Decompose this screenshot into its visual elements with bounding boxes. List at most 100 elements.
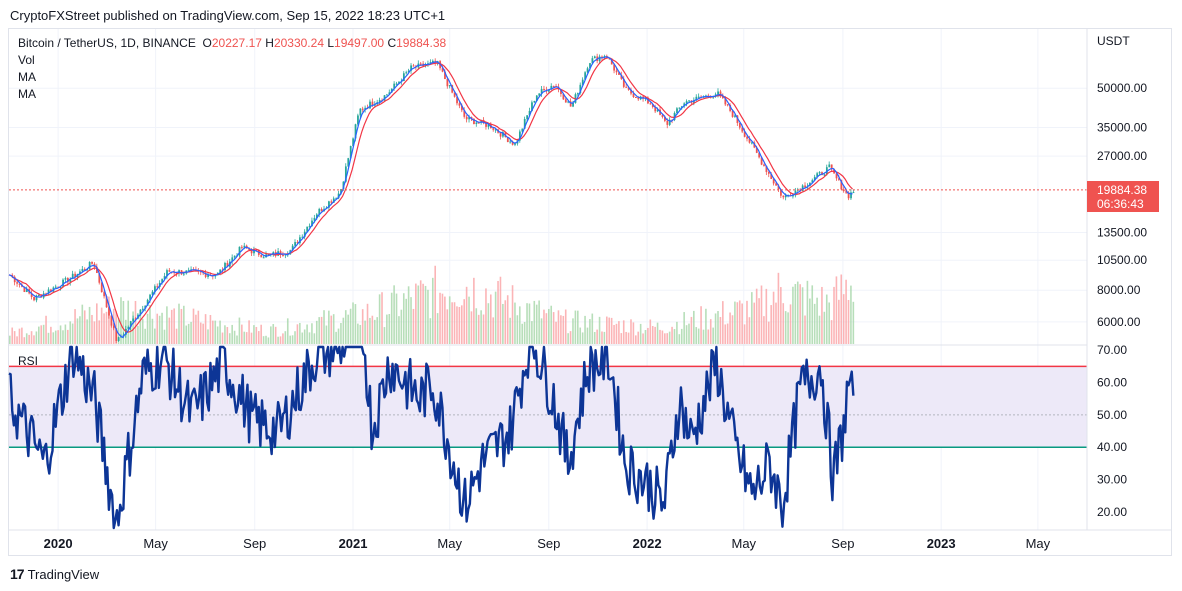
volume-bar — [456, 306, 458, 344]
candle-body — [584, 72, 587, 80]
volume-bar — [596, 329, 598, 344]
volume-bar — [492, 317, 495, 344]
volume-bar — [444, 296, 446, 344]
candle-body — [451, 85, 454, 93]
volume-bar — [337, 328, 340, 344]
candle-body — [407, 70, 410, 73]
volume-bar — [632, 322, 635, 344]
brand-name[interactable]: TradingView — [27, 566, 100, 582]
volume-bar — [376, 317, 378, 344]
volume-bar — [707, 329, 710, 344]
volume-bar — [625, 331, 627, 344]
volume-bar — [400, 309, 403, 344]
candle-body — [412, 65, 415, 67]
volume-bar — [627, 332, 630, 344]
candle-body — [518, 131, 521, 141]
candle-body — [395, 83, 398, 85]
chart-frame[interactable] — [8, 28, 1172, 556]
volume-bar — [598, 316, 601, 344]
candle-body — [760, 157, 763, 165]
candle-body — [219, 269, 222, 273]
candle-body — [538, 93, 541, 96]
volume-bar — [589, 319, 591, 344]
candle-body — [146, 299, 149, 306]
candle-body — [383, 95, 386, 101]
candle-body — [127, 326, 130, 329]
volume-bar — [789, 304, 792, 344]
candle-body — [540, 89, 543, 94]
candle-body — [772, 178, 775, 184]
volume-bar — [402, 293, 405, 344]
volume-bar — [763, 316, 765, 344]
volume-bar — [731, 315, 734, 344]
volume-bar — [226, 327, 229, 344]
volume-bar — [746, 300, 748, 344]
volume-bar — [569, 331, 572, 344]
candle-body — [610, 58, 613, 65]
volume-bar — [21, 327, 23, 344]
candle-body — [792, 195, 794, 197]
candle-body — [444, 71, 446, 80]
volume-bar — [313, 333, 316, 344]
indicator-ma-2[interactable]: MA — [18, 87, 36, 101]
candle-body — [388, 92, 391, 95]
volume-bar — [828, 302, 830, 344]
volume-bar — [809, 298, 811, 344]
candle-body — [697, 96, 700, 98]
candle-body — [666, 120, 669, 125]
volume-bar — [523, 321, 526, 344]
candle-body — [780, 189, 782, 196]
volume-bar — [62, 330, 64, 344]
candle-body — [569, 101, 572, 107]
volume-bar — [615, 323, 618, 344]
candle-body — [25, 289, 28, 293]
candle-body — [357, 115, 359, 125]
price-tick-label: 8000.00 — [1097, 283, 1141, 297]
candle-body — [386, 94, 388, 96]
candle-body — [847, 192, 850, 199]
volume-bar — [233, 330, 236, 344]
candle-body — [141, 308, 144, 310]
volume-bar — [291, 335, 294, 344]
volume-bar — [647, 327, 649, 344]
candle-body — [103, 292, 106, 297]
candle-body — [71, 273, 74, 279]
volume-bar — [509, 317, 511, 344]
volume-bar — [639, 323, 642, 344]
volume-bar — [724, 324, 727, 344]
candle-body — [364, 107, 367, 110]
candle-body — [811, 180, 814, 183]
candle-body — [601, 56, 603, 58]
candle-body — [852, 192, 855, 194]
volume-bar — [734, 301, 736, 344]
candle-body — [487, 124, 490, 127]
volume-bar — [137, 325, 139, 344]
candle-body — [625, 86, 628, 88]
time-axis: 2020 May Sep 2021 May Sep 2022 May Sep 2023 May — [44, 536, 1051, 551]
candle-body — [311, 220, 313, 227]
volume-bar — [695, 327, 698, 344]
rsi-tick-label: 60.00 — [1097, 376, 1127, 390]
indicator-vol[interactable]: Vol — [18, 53, 35, 67]
volume-bar — [100, 307, 103, 344]
volume-bar — [311, 323, 313, 344]
volume-bar — [572, 318, 574, 344]
volume-bar — [516, 315, 519, 344]
candle-body — [818, 172, 821, 174]
candle-body — [526, 115, 529, 119]
candle-body — [593, 56, 596, 59]
volume-bar — [267, 337, 270, 344]
symbol-title[interactable]: Bitcoin / TetherUS, 1D, BINANCE — [18, 36, 196, 50]
volume-bar — [139, 314, 142, 344]
candle-body — [465, 116, 468, 120]
candle-body — [393, 83, 396, 89]
volume-bar — [690, 316, 693, 344]
volume-bar — [156, 313, 159, 344]
rsi-indicator-label[interactable]: RSI — [18, 354, 39, 368]
candle-body — [586, 68, 589, 73]
candle-body — [613, 64, 616, 71]
volume-bar — [344, 310, 347, 344]
indicator-ma-1[interactable]: MA — [18, 70, 36, 84]
volume-bar — [202, 323, 204, 344]
